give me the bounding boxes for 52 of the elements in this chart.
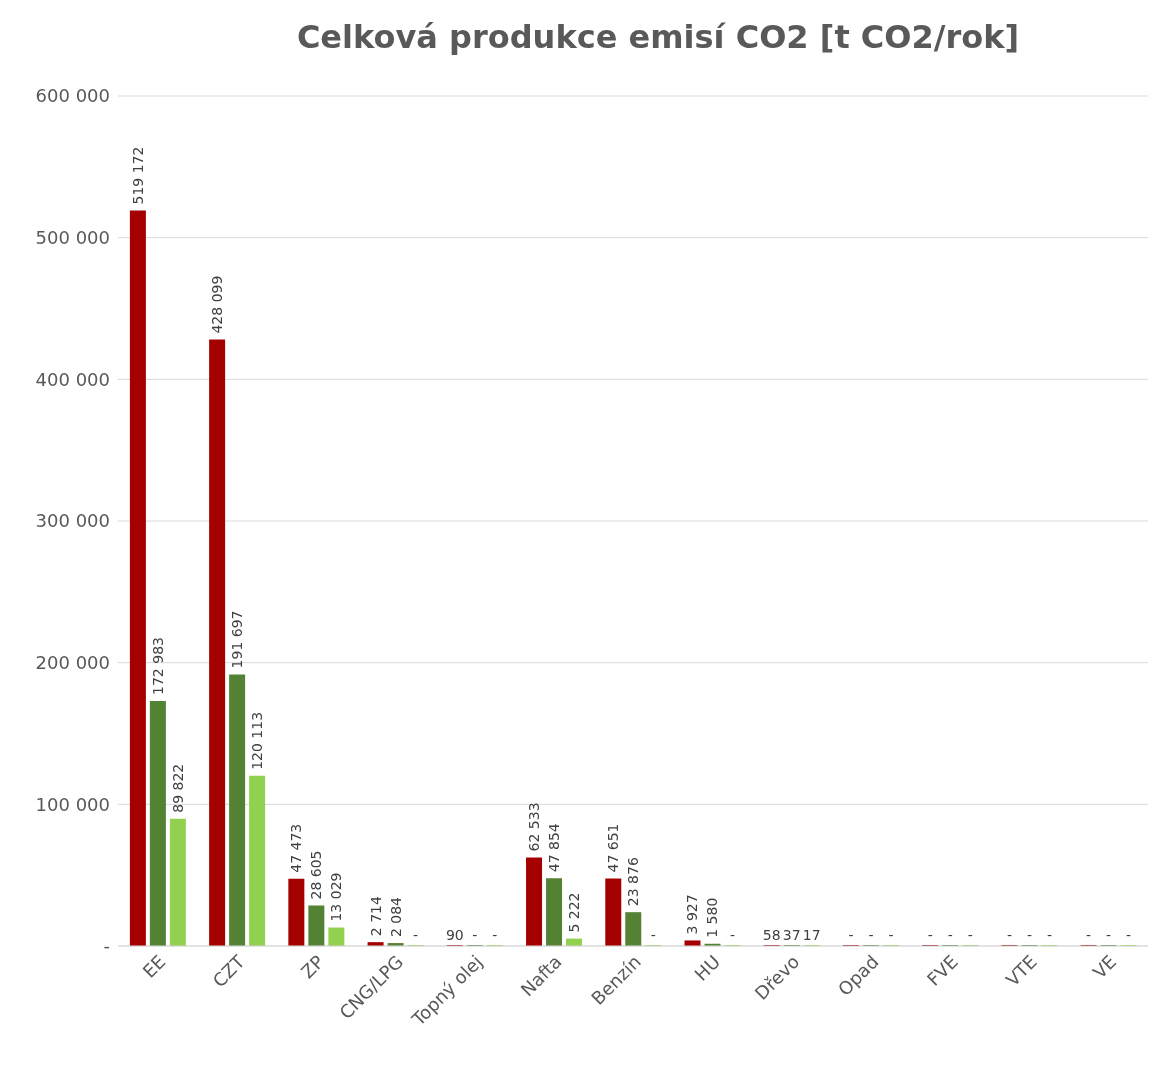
- chart-title: Celková produkce emisí CO2 [t CO2/rok]: [295, 17, 1021, 58]
- data-label: 90: [445, 927, 464, 943]
- data-label: 23 876: [625, 857, 642, 907]
- data-label: 519 172: [129, 146, 146, 205]
- y-tick-label: 500 000: [35, 227, 110, 249]
- data-label: 172 983: [149, 637, 166, 695]
- data-label: 47 651: [605, 823, 622, 873]
- data-label: 62 533: [526, 802, 543, 852]
- data-label: 120 113: [249, 711, 266, 770]
- y-tick-label: -: [103, 935, 110, 957]
- data-label: -: [1086, 927, 1092, 943]
- data-label: -: [729, 927, 736, 943]
- data-label: 47 473: [288, 823, 305, 873]
- data-label: 17: [802, 927, 821, 943]
- data-label: -: [1026, 927, 1032, 943]
- data-label: -: [888, 927, 894, 943]
- data-label: 37: [782, 927, 801, 943]
- data-label: -: [1106, 927, 1112, 943]
- data-label: 2 714: [367, 895, 384, 937]
- y-tick-label: 200 000: [35, 652, 110, 674]
- data-label: 58: [762, 927, 781, 943]
- data-label: 47 854: [546, 823, 563, 873]
- x-tick-label: VE: [1088, 951, 1121, 983]
- data-label: -: [967, 927, 973, 943]
- x-tick-label: EE: [138, 951, 170, 982]
- data-label: -: [1046, 927, 1052, 943]
- data-label: 3 927: [684, 894, 701, 935]
- data-label: 2 084: [387, 896, 404, 938]
- data-label: -: [1126, 927, 1132, 943]
- data-label: 89 822: [169, 763, 186, 813]
- data-label: -: [492, 927, 498, 943]
- data-label: -: [848, 927, 854, 943]
- data-label: -: [947, 927, 953, 943]
- data-label: 191 697: [229, 610, 246, 669]
- y-tick-label: 600 000: [35, 85, 110, 107]
- data-label: 1 580: [704, 897, 721, 938]
- data-label: -: [650, 927, 656, 943]
- data-label: -: [1006, 927, 1012, 943]
- x-tick-label: VTE: [1001, 951, 1042, 991]
- data-label: -: [413, 927, 419, 943]
- y-tick-label: 400 000: [35, 368, 110, 390]
- data-label: 5 222: [566, 892, 583, 933]
- y-tick-label: 100 000: [35, 793, 110, 815]
- x-tick-label: ZP: [296, 950, 329, 983]
- data-label: -: [927, 927, 933, 943]
- data-label: -: [868, 927, 874, 943]
- y-tick-label: 300 000: [35, 510, 110, 532]
- data-label: 28 605: [308, 850, 325, 900]
- data-label: -: [472, 927, 478, 943]
- x-tick-label: HU: [690, 951, 725, 985]
- data-label: 13 029: [328, 872, 345, 922]
- data-label: 428 099: [209, 275, 226, 334]
